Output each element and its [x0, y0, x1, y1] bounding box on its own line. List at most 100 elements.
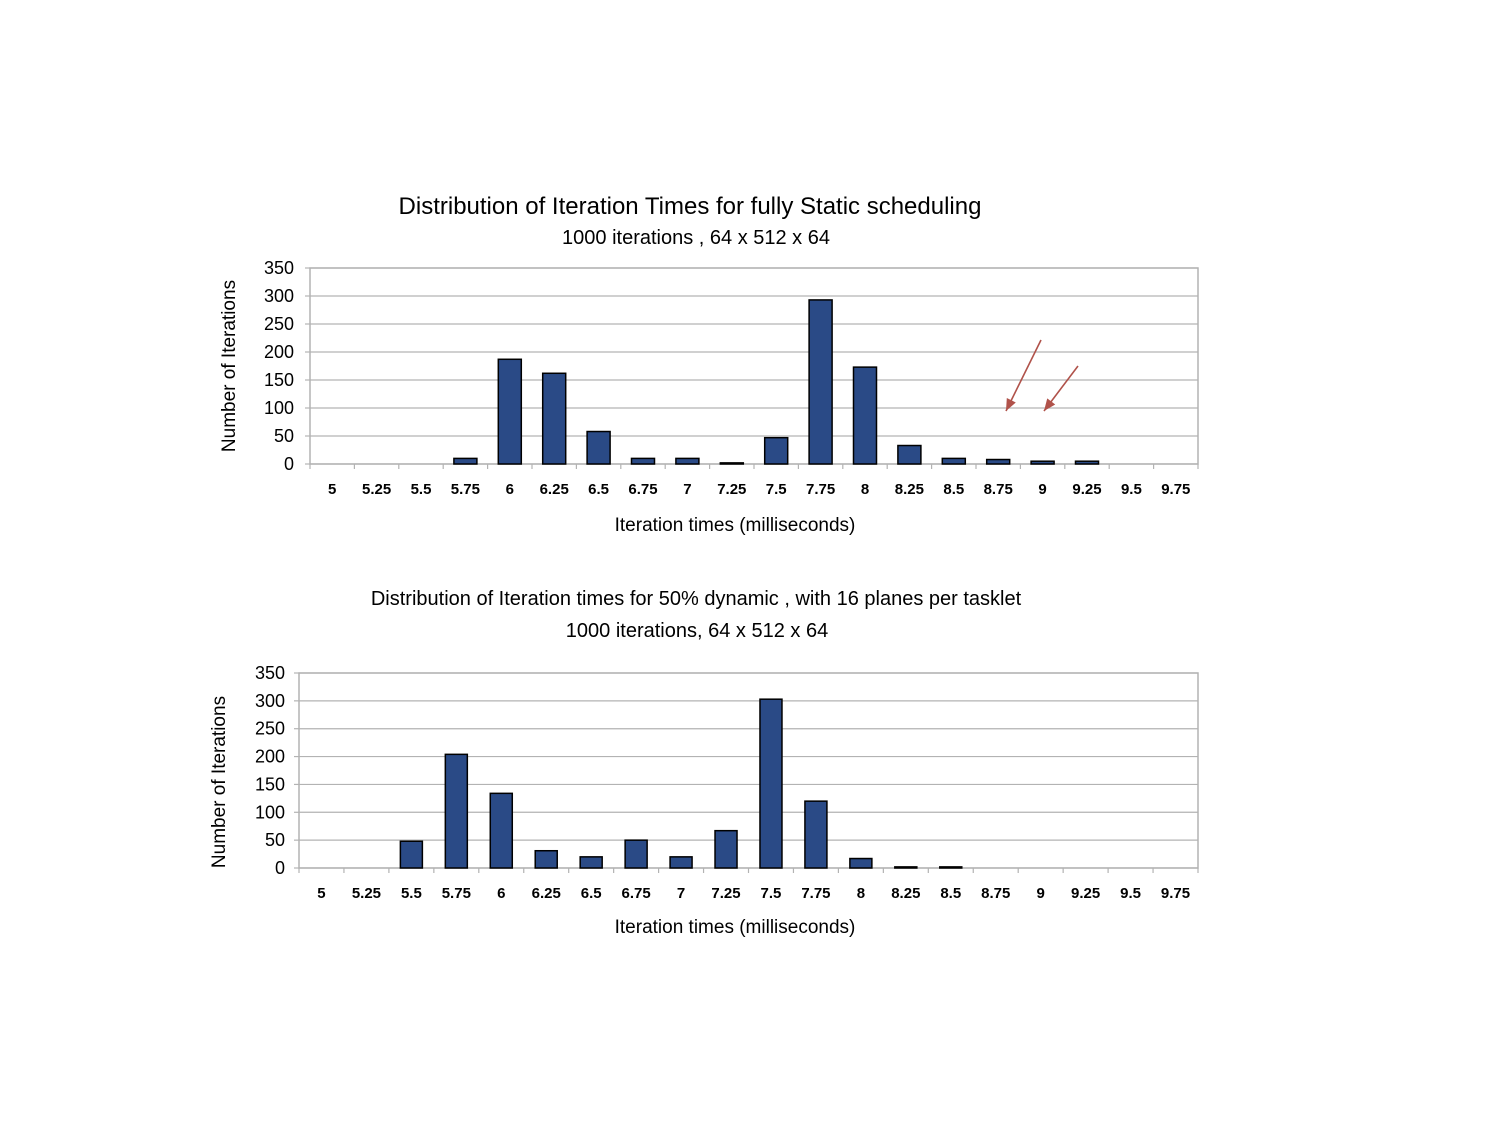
y-tick-labels: 0 50 100 150 200 250 300 350: [264, 258, 294, 474]
x-tick-label: 8: [857, 885, 865, 902]
bar-8: [852, 366, 878, 465]
y-tick-label: 100: [255, 802, 285, 822]
y-tick-label: 250: [255, 719, 285, 739]
x-tick-label: 6.25: [532, 885, 561, 902]
x-tick-label: 6: [506, 481, 514, 498]
x-tick-label: 6.25: [540, 481, 569, 498]
bar-5.5: [399, 840, 424, 869]
bar-6.25: [534, 849, 558, 869]
x-tick-label: 6.75: [628, 481, 657, 498]
x-tick-label: 7.5: [766, 481, 787, 498]
annotation-arrow-line: [1005, 339, 1042, 412]
x-tick-label: 9.5: [1120, 885, 1141, 902]
x-tick-label: 5.25: [352, 885, 381, 902]
bar-8: [849, 857, 873, 869]
bar-6.5: [586, 430, 611, 465]
x-tick-label: 8.5: [943, 481, 964, 498]
x-tick-label: 7: [677, 885, 685, 902]
x-tick-labels: 5 5.25 5.5 5.75 6 6.25 6.5 6.75 7 7.25 7.5 7.75 8 8.2…: [328, 481, 1190, 498]
x-tick-label: 9.25: [1072, 481, 1101, 498]
x-tick-label: 7.25: [717, 481, 746, 498]
bar-7: [675, 457, 700, 465]
x-tick-label: 5: [317, 885, 325, 902]
annotation-arrow-head: [1044, 398, 1056, 411]
y-tick-label: 150: [264, 370, 294, 390]
x-tick-label: 6.5: [581, 885, 602, 902]
y-tick-label: 350: [255, 663, 285, 683]
plot-area-frame: [309, 267, 1199, 465]
bar-7: [669, 856, 693, 869]
y-axis-label: Number of Iterations: [219, 280, 240, 452]
y-tick-labels: 0 50 100 150 200 250 300 350: [255, 663, 285, 878]
chart-subtitle: 1000 iterations , 64 x 512 x 64: [562, 227, 830, 249]
plot-area-frame: [298, 672, 1199, 869]
x-tick-label: 9.25: [1071, 885, 1100, 902]
x-tick-label: 8.75: [981, 885, 1010, 902]
x-tick-label: 7.75: [801, 885, 830, 902]
bar-8.25: [897, 444, 922, 465]
annotation-arrow-head: [1006, 398, 1016, 411]
x-tick-label: 9: [1037, 885, 1045, 902]
x-tick-labels: 5 5.25 5.5 5.75 6 6.25 6.5 6.75 7 7.25 7.5 7.75 8 8.2…: [317, 885, 1190, 902]
y-tick-label: 200: [255, 747, 285, 767]
x-tick-label: 5.75: [451, 481, 480, 498]
bar-7.75: [804, 800, 828, 869]
y-axis-label: Number of Iterations: [209, 696, 230, 868]
x-tick-label: 7: [683, 481, 691, 498]
x-tick-label: 8.25: [891, 885, 920, 902]
y-tick-label: 200: [264, 342, 294, 362]
bar-9: [1030, 460, 1055, 465]
chart-dynamic-scheduling: Distribution of Iteration times for 50% …: [209, 588, 1199, 938]
x-tick-label: 8.25: [895, 481, 924, 498]
chart-title: Distribution of Iteration times for 50% …: [371, 588, 1022, 610]
annotations: [1005, 339, 1079, 412]
bar-6: [497, 358, 523, 465]
y-tick-label: 100: [264, 398, 294, 418]
y-tick-label: 50: [274, 426, 294, 446]
bar-7.75: [808, 299, 833, 465]
y-tick-label: 50: [265, 830, 285, 850]
x-tick-label: 6.75: [622, 885, 651, 902]
x-tick-label: 5.75: [442, 885, 471, 902]
x-tick-label: 8.5: [940, 885, 961, 902]
y-tick-label: 250: [264, 314, 294, 334]
x-tick-label: 5.25: [362, 481, 391, 498]
x-tick-label: 7.5: [761, 885, 782, 902]
y-tick-label: 150: [255, 774, 285, 794]
bar-5.75: [444, 753, 469, 869]
bar-7.5: [763, 436, 789, 465]
y-tick-label: 0: [275, 858, 285, 878]
bar-8.5: [941, 457, 967, 465]
bar-7.25: [719, 462, 745, 465]
x-tick-label: 6.5: [588, 481, 609, 498]
bars: [453, 299, 1100, 465]
x-tick-label: 5.5: [411, 481, 432, 498]
bar-9.25: [1074, 460, 1100, 465]
x-tick-label: 9.5: [1121, 481, 1142, 498]
bar-7.5: [759, 698, 783, 869]
x-axis-label: Iteration times (milliseconds): [615, 917, 856, 938]
x-axis-label: Iteration times (milliseconds): [615, 515, 856, 536]
bar-6.5: [579, 856, 603, 869]
x-tick-label: 5.5: [401, 885, 422, 902]
bar-7.25: [714, 829, 738, 869]
y-tick-label: 300: [255, 691, 285, 711]
x-tick-label: 7.25: [711, 885, 740, 902]
bar-8.25: [894, 866, 918, 869]
bar-6.25: [541, 372, 567, 465]
chart-title: Distribution of Iteration Times for full…: [399, 193, 982, 220]
grid: [294, 672, 1199, 873]
bars: [399, 698, 963, 869]
x-tick-label: 7.75: [806, 481, 835, 498]
chart-static-scheduling: Distribution of Iteration Times for full…: [219, 193, 1199, 536]
bar-6.75: [630, 457, 656, 465]
y-tick-label: 300: [264, 286, 294, 306]
bar-8.75: [985, 458, 1011, 465]
y-tick-label: 350: [264, 258, 294, 278]
x-tick-label: 9.75: [1161, 885, 1190, 902]
y-tick-label: 0: [284, 454, 294, 474]
x-tick-label: 6: [497, 885, 505, 902]
x-tick-label: 5: [328, 481, 336, 498]
